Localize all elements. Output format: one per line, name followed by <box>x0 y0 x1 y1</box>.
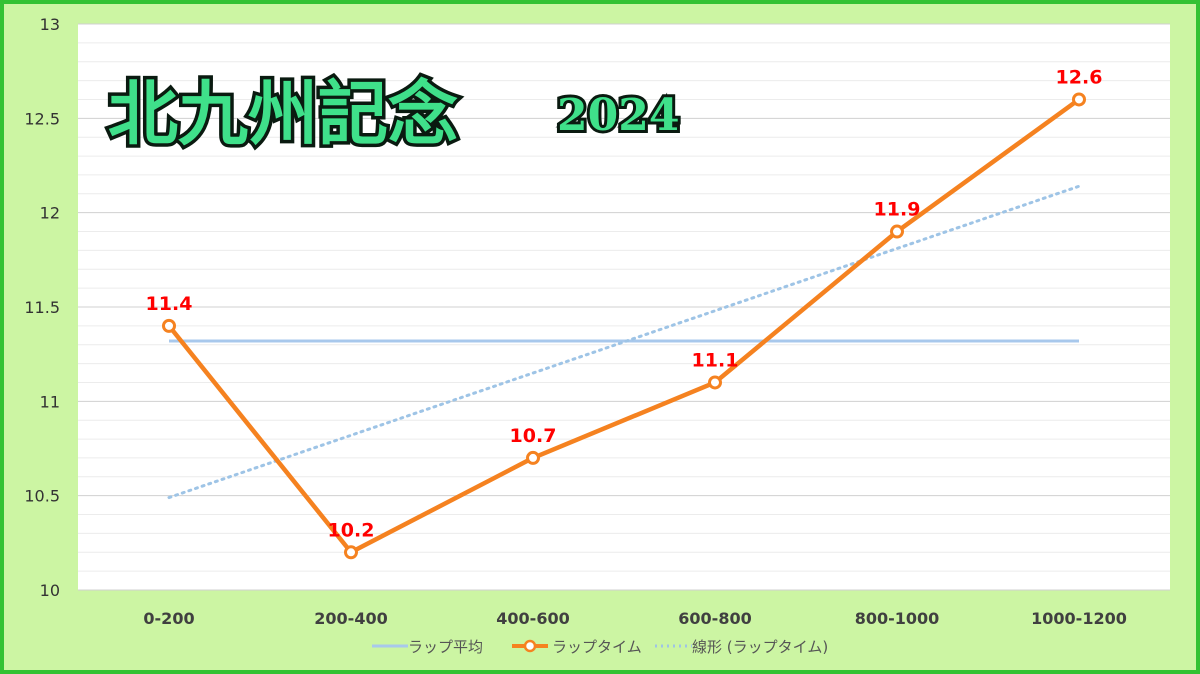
x-tick-label: 1000-1200 <box>1031 609 1127 628</box>
legend-marker-lap-time <box>523 639 537 653</box>
data-labels: 11.4 10.2 10.7 11.1 11.9 12.6 <box>146 66 1103 541</box>
data-label: 11.9 <box>874 199 921 221</box>
data-point-lap-time <box>162 318 176 333</box>
data-point-lap-time <box>526 450 540 465</box>
data-label: 10.7 <box>510 425 557 447</box>
y-tick-label: 12 <box>40 204 60 223</box>
data-point-lap-time <box>344 545 358 560</box>
data-point-lap-time <box>890 224 904 239</box>
x-tick-label: 200-400 <box>314 609 387 628</box>
data-point-lap-time <box>708 375 722 390</box>
y-tick-label: 13 <box>40 15 60 34</box>
legend-label-average: ラップ平均 <box>408 638 483 656</box>
y-axis-ticks: 10 10.5 11 11.5 12 12.5 13 <box>24 15 60 600</box>
title-text: 北九州記念 <box>108 73 458 155</box>
legend-label-trendline: 線形 (ラップタイム) <box>692 638 828 656</box>
series-line-trendline <box>167 184 1081 500</box>
data-point-lap-time <box>1072 92 1086 107</box>
y-tick-label: 11 <box>40 392 60 411</box>
gridlines <box>78 23 1170 591</box>
y-tick-label: 10.5 <box>24 487 60 506</box>
x-tick-label: 800-1000 <box>855 609 940 628</box>
x-tick-label: 0-200 <box>143 609 194 628</box>
chart-title: 北九州記念 2024 <box>105 70 683 159</box>
x-tick-label: 400-600 <box>496 609 569 628</box>
y-tick-label: 12.5 <box>24 109 60 128</box>
series-layer <box>162 92 1086 560</box>
x-axis-ticks: 0-200 200-400 400-600 600-800 800-1000 1000-1… <box>143 609 1126 628</box>
y-tick-label: 11.5 <box>24 298 60 317</box>
y-tick-label: 10 <box>40 581 60 600</box>
legend: ラップ平均 ラップタイム 線形 (ラップタイム) <box>372 638 828 656</box>
series-line-lap-time <box>167 97 1081 555</box>
legend-label-lap-time: ラップタイム <box>552 638 642 656</box>
title-year-text: 2024 <box>557 90 679 141</box>
data-label: 10.2 <box>328 519 375 541</box>
data-label: 11.1 <box>692 349 739 371</box>
data-label: 12.6 <box>1056 66 1103 88</box>
data-label: 11.4 <box>146 293 193 315</box>
x-tick-label: 600-800 <box>678 609 751 628</box>
